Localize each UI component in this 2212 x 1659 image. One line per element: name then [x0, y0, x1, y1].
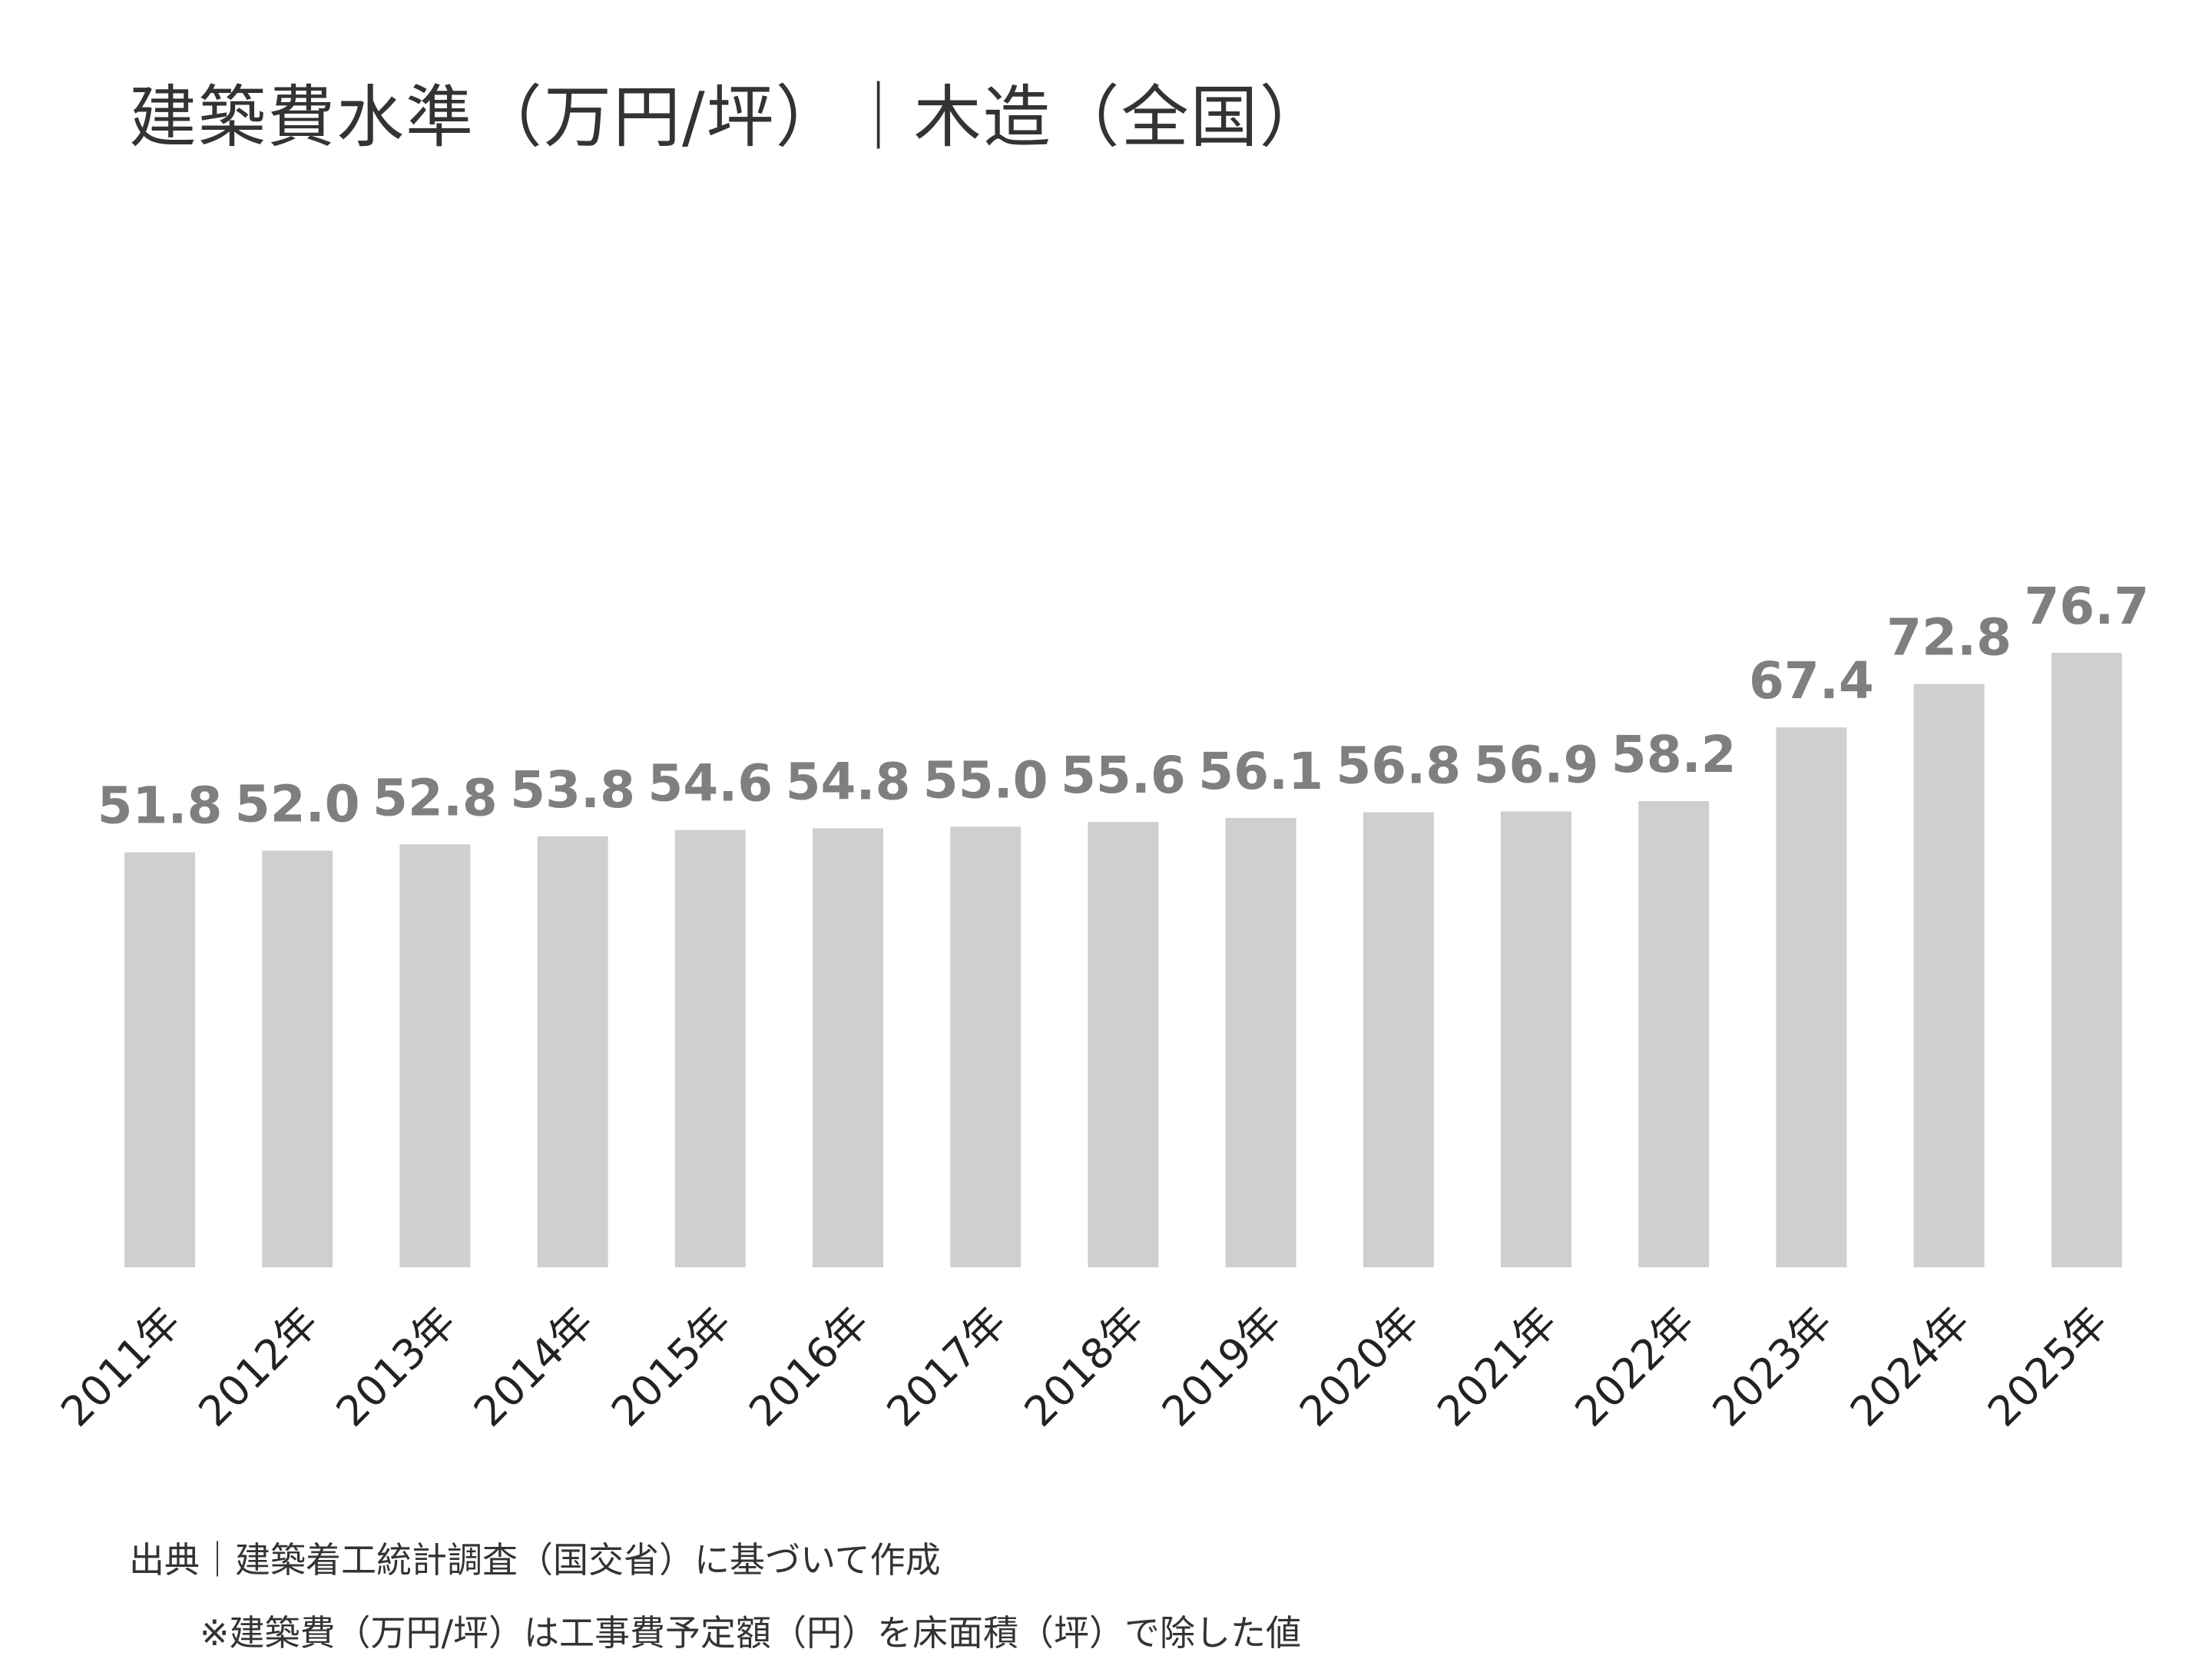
- data-label: 56.8: [1336, 737, 1461, 796]
- x-tick-label: 2022年: [1565, 1298, 1704, 1436]
- data-label: 54.6: [647, 754, 773, 813]
- bar-2024年: [1913, 684, 1985, 1267]
- x-tick-label: 2025年: [1979, 1298, 2117, 1436]
- data-label: 76.7: [2024, 577, 2149, 636]
- data-label: 56.9: [1474, 736, 1599, 795]
- source-note: 出典｜建築着工統計調査（国交省）に基づいて作成: [129, 1539, 941, 1581]
- bar-2023年: [1776, 727, 1847, 1267]
- bar-2017年: [950, 826, 1022, 1267]
- data-label: 52.0: [235, 775, 360, 834]
- bar-2012年: [262, 850, 333, 1267]
- data-label: 72.8: [1886, 608, 2012, 667]
- bar-2020年: [1363, 812, 1434, 1267]
- bar-2022年: [1638, 800, 1710, 1267]
- bar-2018年: [1088, 822, 1159, 1267]
- x-tick-label: 2013年: [327, 1298, 465, 1436]
- data-label: 51.8: [98, 777, 223, 836]
- x-tick-label: 2018年: [1015, 1298, 1154, 1436]
- x-tick-label: 2021年: [1428, 1298, 1566, 1436]
- chart-title: 建築費水準（万円/坪）｜木造（全国）: [129, 78, 1329, 157]
- data-label: 54.8: [786, 752, 911, 811]
- data-label: 67.4: [1749, 651, 1874, 710]
- data-label: 55.6: [1061, 746, 1186, 805]
- data-label: 52.8: [373, 768, 498, 827]
- x-tick-label: 2024年: [1841, 1298, 1979, 1436]
- bar-2016年: [813, 828, 883, 1267]
- bar-2014年: [537, 836, 608, 1267]
- calculation-note: ※建築費（万円/坪）は工事費予定額（円）を床面積（坪）で除した値: [200, 1612, 1302, 1654]
- bar-2025年: [2051, 653, 2122, 1267]
- data-label: 55.0: [923, 750, 1048, 810]
- x-tick-label: 2020年: [1290, 1298, 1429, 1436]
- x-tick-label: 2015年: [602, 1298, 740, 1436]
- data-label: 53.8: [510, 760, 635, 820]
- x-tick-label: 2017年: [877, 1298, 1015, 1436]
- bar-2021年: [1501, 811, 1571, 1267]
- x-tick-label: 2014年: [465, 1298, 603, 1436]
- x-tick-label: 2011年: [51, 1298, 190, 1436]
- x-tick-label: 2016年: [740, 1298, 878, 1436]
- bar-2019年: [1225, 817, 1296, 1267]
- bar-2013年: [399, 844, 471, 1267]
- data-label: 56.1: [1198, 742, 1323, 801]
- x-tick-label: 2019年: [1153, 1298, 1291, 1436]
- x-tick-label: 2012年: [189, 1298, 327, 1436]
- bar-2011年: [124, 852, 195, 1267]
- x-tick-label: 2023年: [1704, 1298, 1842, 1436]
- data-label: 58.2: [1611, 725, 1737, 784]
- bar-2015年: [674, 830, 746, 1267]
